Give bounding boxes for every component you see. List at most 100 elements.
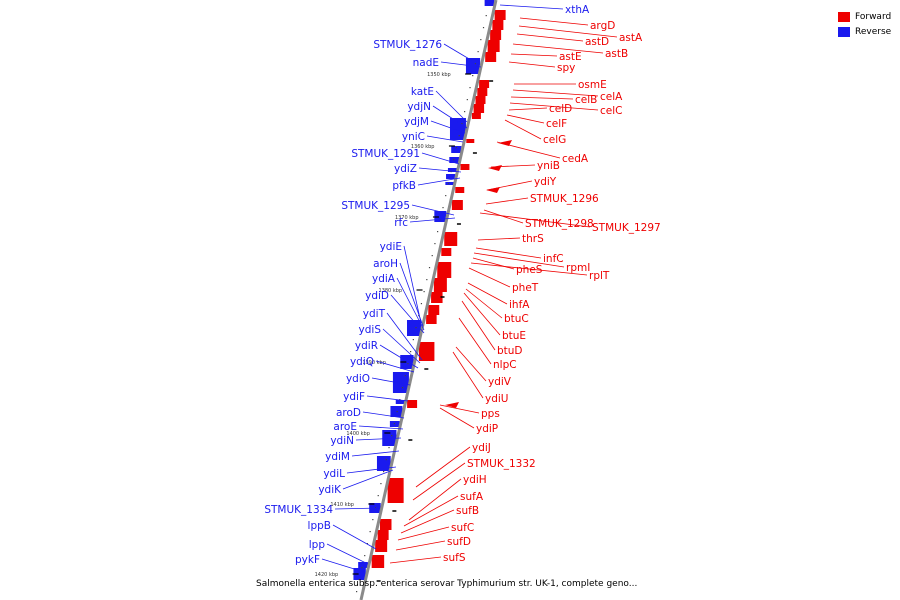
- minor-tick: [450, 171, 452, 173]
- minor-tick: [455, 147, 458, 149]
- gene-leader: [362, 411, 405, 419]
- gene-label-forward: STMUK_1297: [592, 222, 661, 234]
- gene-label-reverse: ydiA: [372, 273, 396, 285]
- minor-tick: [388, 447, 390, 449]
- forward-gene-mark: [387, 478, 404, 503]
- gene-leader: [439, 404, 480, 414]
- forward-gene-mark: [485, 52, 497, 62]
- tick-label: 1420 kbp: [315, 572, 339, 578]
- minor-tick: [380, 483, 382, 485]
- gene-leader: [415, 446, 471, 488]
- forward-gene-mark: [475, 96, 486, 104]
- gene-label-forward: pheT: [512, 282, 539, 294]
- gene-label-forward: STMUK_1332: [467, 458, 536, 470]
- tick-label: 1400 kbp: [346, 431, 370, 437]
- reverse-gene-mark: [390, 406, 403, 417]
- gene-label-forward: ihfA: [509, 299, 530, 311]
- minor-tick: [399, 399, 401, 401]
- minor-tick: [393, 423, 396, 425]
- forward-gene-mark: [377, 530, 389, 540]
- gene-leader: [358, 425, 404, 430]
- gene-leader: [461, 300, 496, 351]
- gene-leader: [452, 351, 484, 399]
- gene-label-reverse: ydjM: [404, 116, 429, 128]
- reverse-gene-mark: [449, 118, 466, 140]
- minor-tick: [428, 267, 431, 269]
- gene-label-forward: ydiJ: [472, 442, 491, 454]
- reverse-gene-mark: [447, 168, 457, 172]
- gene-leader: [432, 105, 468, 129]
- minor-tick: [383, 471, 385, 473]
- gene-label-forward: astD: [585, 36, 609, 48]
- forward-gene-mark: [431, 292, 443, 303]
- gene-label-forward: btuE: [502, 330, 526, 342]
- gene-leader: [399, 262, 424, 327]
- gene-labels: xthA STMUK_1276 nadE katE ydjN ydjM yniC STMUK_…: [264, 4, 661, 573]
- legend-item-forward: Forward: [838, 9, 891, 24]
- gene-label-forward: btuD: [497, 345, 523, 357]
- minor-tick: [415, 327, 417, 329]
- gene-label-reverse: STMUK_1334: [264, 504, 333, 516]
- gene-leader: [332, 524, 377, 550]
- gene-label-reverse: ydiR: [355, 340, 378, 352]
- gene-leader: [490, 164, 536, 168]
- minor-tick: [374, 507, 377, 509]
- minor-tick: [453, 159, 455, 161]
- gene-label-forward: celB: [575, 94, 597, 106]
- forward-gene-mark: [375, 540, 388, 552]
- minor-tick: [404, 375, 406, 377]
- reverse-gene-mark: [392, 372, 409, 393]
- reverse-gene-mark: [445, 182, 454, 185]
- gene-leader: [463, 292, 501, 336]
- gene-label-reverse: yniC: [402, 131, 425, 143]
- gene-label-forward: celC: [600, 105, 622, 117]
- forward-gene-mark: [428, 305, 440, 315]
- gene-label-reverse: STMUK_1295: [341, 200, 410, 212]
- gene-label-forward: sufC: [451, 522, 474, 534]
- gene-leader: [346, 466, 397, 474]
- legend-label: Forward: [855, 11, 892, 22]
- gene-label-reverse: aroH: [373, 258, 398, 270]
- minor-tick: [391, 435, 393, 437]
- minor-tick: [472, 75, 474, 77]
- gene-leader: [326, 543, 369, 565]
- gene-label-forward: ydiY: [534, 176, 557, 188]
- forward-arrow-mark: [498, 140, 512, 146]
- minor-tick: [420, 303, 423, 305]
- gene-leader: [458, 317, 492, 365]
- gene-leader: [465, 288, 503, 319]
- minor-tick: [423, 291, 425, 293]
- gene-label-reverse: ydiQ: [350, 356, 374, 368]
- gene-leader: [408, 478, 462, 521]
- gene-label-forward: STMUK_1296: [530, 193, 599, 205]
- gene-leader: [395, 540, 446, 551]
- gene-leader: [468, 267, 511, 288]
- gene-leader: [473, 252, 565, 268]
- gene-leader: [351, 450, 400, 457]
- gene-leader: [508, 61, 556, 68]
- minor-tick: [410, 351, 412, 353]
- gene-leader: [510, 53, 558, 57]
- gene-label-forward: rplT: [589, 270, 610, 282]
- gene-label-reverse: ydiN: [330, 435, 354, 447]
- gene-leader: [496, 141, 561, 159]
- gene-leader: [412, 462, 466, 501]
- forward-gene-mark: [479, 80, 490, 88]
- gene-leader: [510, 96, 574, 100]
- minor-tick: [482, 27, 485, 29]
- gene-leader: [485, 197, 529, 205]
- gene-label-forward: sufS: [443, 552, 466, 564]
- gene-label-forward: sufA: [460, 491, 484, 503]
- minor-tick: [377, 495, 379, 497]
- gene-leader: [409, 217, 456, 223]
- minor-tick: [485, 15, 487, 17]
- gene-leader: [411, 204, 455, 216]
- forward-gene-mark: [407, 400, 418, 408]
- gene-label-reverse: STMUK_1291: [351, 148, 420, 160]
- minor-tick: [469, 87, 471, 89]
- forward-gene-mark: [471, 113, 481, 119]
- gene-leader: [519, 17, 589, 26]
- forward-gene-mark: [455, 187, 465, 193]
- gene-leader: [403, 245, 422, 324]
- gene-label-forward: thrS: [522, 233, 544, 245]
